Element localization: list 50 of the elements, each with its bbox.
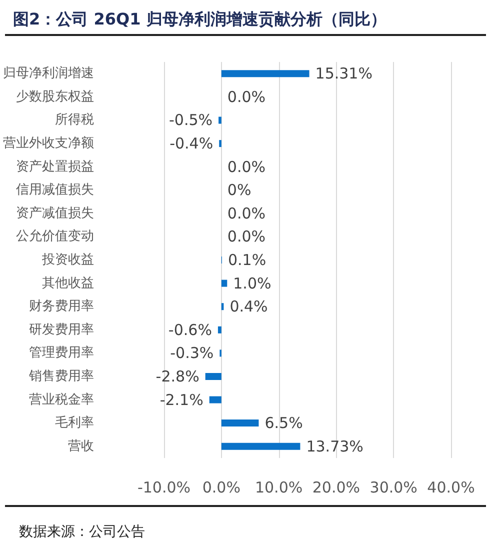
data-label: 0.4% — [230, 298, 268, 316]
data-label: -2.1% — [160, 390, 204, 409]
y-tick-label: 归母净利润增速 — [3, 66, 94, 82]
data-label: 0.0% — [227, 158, 266, 176]
source-note: 数据来源：公司公告 — [19, 524, 145, 540]
y-tick-label: 资产处置损益 — [16, 159, 94, 174]
bar — [221, 442, 300, 450]
bar — [205, 372, 222, 380]
data-label: 0% — [227, 181, 252, 200]
y-tick-label: 投资收益 — [41, 252, 94, 268]
x-tick-label: 40.0% — [427, 478, 475, 496]
data-label: -0.6% — [168, 320, 212, 339]
data-label: 0.0% — [227, 228, 266, 246]
data-label: -0.5% — [169, 111, 213, 130]
bar — [218, 326, 222, 334]
data-label: 0.1% — [228, 251, 266, 269]
x-tick-label: 20.0% — [312, 478, 360, 496]
x-tick-label: 10.0% — [254, 478, 303, 496]
x-tick-label: -10.0% — [137, 478, 191, 496]
bar — [209, 396, 222, 404]
y-tick-label: 财务费用率 — [29, 298, 94, 314]
data-label: -0.4% — [170, 134, 214, 153]
data-label: -0.3% — [170, 344, 214, 362]
bar — [221, 70, 310, 78]
y-tick-label: 所得税 — [55, 112, 94, 128]
y-tick-label: 营业税金率 — [29, 391, 94, 408]
y-tick-label: 资产减值损失 — [16, 206, 94, 221]
y-tick-label: 信用减值损失 — [16, 182, 94, 198]
bar — [221, 420, 259, 427]
x-tick-label: 30.0% — [370, 478, 418, 496]
y-tick-label: 公允价值变动 — [16, 229, 94, 244]
data-label: 1.0% — [233, 274, 272, 292]
y-tick-label: 管理费用率 — [29, 344, 94, 361]
y-tick-label: 少数股东权益 — [16, 89, 94, 104]
y-tick-label: 毛利率 — [55, 414, 94, 431]
data-label: -2.8% — [156, 367, 200, 386]
data-label: 0.0% — [227, 204, 266, 222]
y-tick-label: 研发费用率 — [29, 321, 94, 338]
x-tick-label: 0.0% — [202, 478, 240, 496]
data-label: 13.73% — [306, 437, 364, 456]
data-label: 6.5% — [264, 414, 303, 432]
bar — [221, 280, 228, 287]
data-label: 15.31% — [315, 64, 372, 83]
y-tick-label: 营业外收支净额 — [3, 136, 94, 152]
y-tick-label: 营收 — [68, 438, 94, 454]
data-label: 0.0% — [227, 88, 266, 106]
chart-title: 图2：公司 26Q1 归母净利润增速贡献分析（同比） — [13, 10, 386, 28]
y-tick-label: 其他收益 — [42, 276, 94, 291]
bar — [218, 116, 222, 124]
y-tick-label: 销售费用率 — [28, 368, 94, 384]
